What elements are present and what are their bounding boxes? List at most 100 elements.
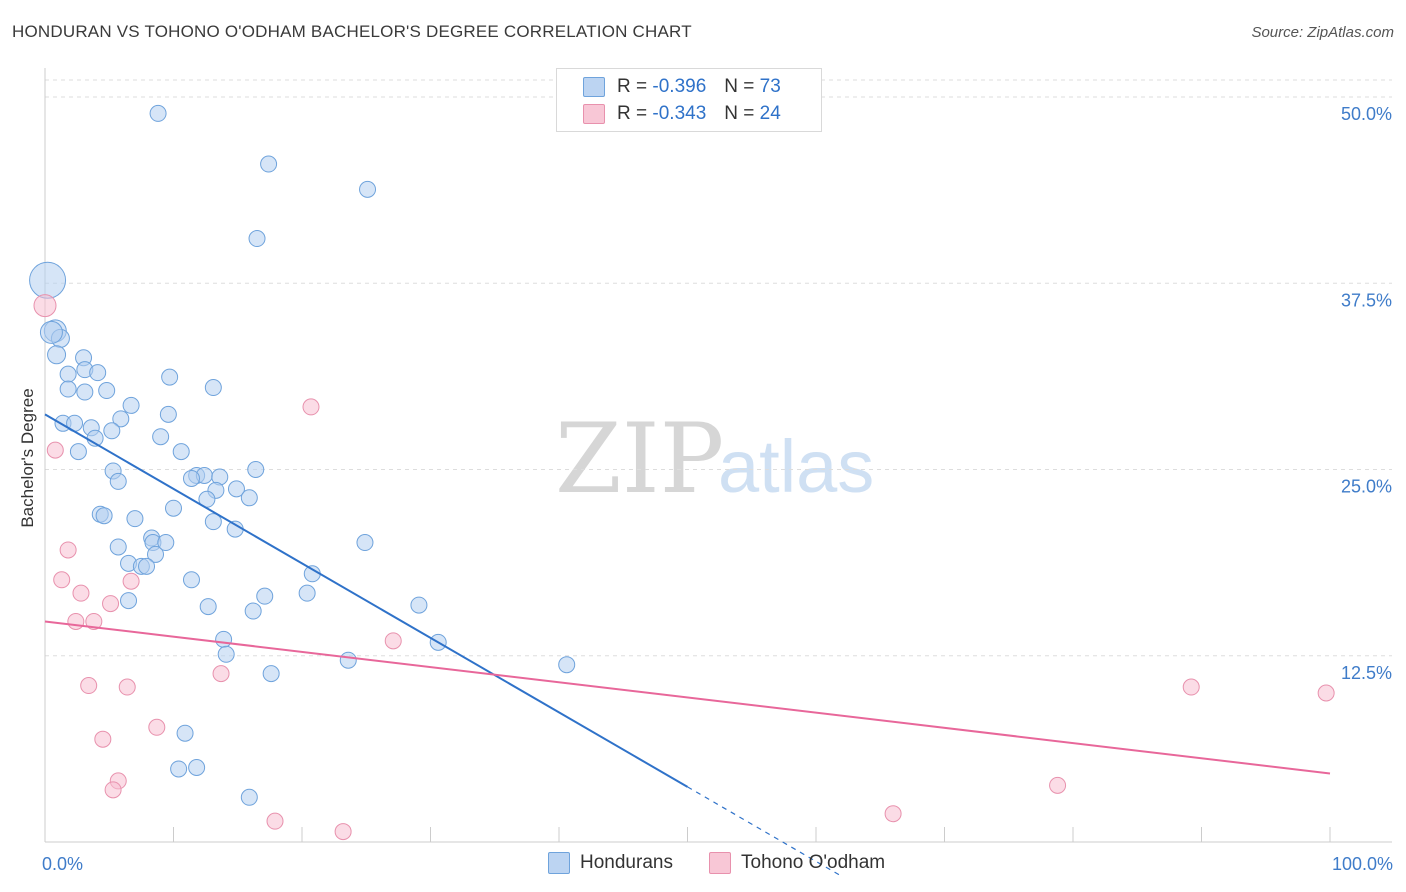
honduran-point — [59, 380, 77, 398]
honduran-point — [215, 630, 233, 648]
honduran-point — [98, 382, 116, 400]
r-value: -0.343 — [652, 103, 707, 124]
r-value: -0.396 — [652, 76, 707, 97]
tohono-point — [59, 541, 77, 559]
honduran-point — [103, 422, 121, 440]
honduran-point — [260, 155, 278, 173]
tohono-point — [104, 781, 122, 799]
honduran-point — [69, 443, 87, 461]
stats-legend-row-tohono: R = -0.343 N = 24 — [583, 102, 781, 126]
n-value: 73 — [759, 76, 781, 97]
honduran-point — [188, 759, 206, 776]
honduran-point — [120, 592, 138, 610]
honduran-point — [161, 368, 179, 386]
watermark-atlas: atlas — [718, 425, 874, 508]
tohono-point — [94, 730, 112, 748]
tohono-point — [85, 612, 103, 630]
tohono-point — [33, 294, 57, 318]
legend-item-hondurans[interactable]: Hondurans — [548, 852, 673, 874]
tohono-legend-label: Tohono O'odham — [741, 852, 886, 873]
hondurans-legend-label: Hondurans — [580, 852, 673, 873]
tohono-point — [1049, 776, 1067, 794]
y-tick-label: 37.5% — [1341, 290, 1392, 310]
tohono-point — [884, 805, 902, 823]
honduran-point — [204, 379, 222, 397]
honduran-point — [109, 472, 127, 490]
source-label: Source: ZipAtlas.com — [1251, 24, 1394, 41]
legend-item-tohono-oodham[interactable]: Tohono O'odham — [709, 852, 885, 874]
n-label: N = — [724, 103, 755, 124]
honduran-point — [39, 320, 63, 344]
watermark-zip: ZIP — [555, 403, 724, 515]
tohono-point — [334, 823, 352, 841]
tohono-point — [53, 571, 71, 589]
honduran-point — [248, 230, 266, 248]
tohono-point — [102, 595, 120, 613]
n-value: 24 — [759, 103, 781, 124]
honduran-point — [227, 480, 245, 498]
honduran-point — [47, 345, 67, 365]
tohono-point — [67, 612, 85, 630]
honduran-point — [298, 584, 316, 602]
chart-title: HONDURAN VS TOHONO O'ODHAM BACHELOR'S DE… — [12, 22, 692, 41]
r-label: R = — [617, 76, 648, 97]
honduran-point — [182, 571, 200, 589]
honduran-point — [356, 534, 374, 552]
tohono-point — [384, 632, 402, 650]
honduran-point — [157, 534, 175, 552]
honduran-point — [172, 443, 190, 461]
n-label: N = — [724, 76, 755, 97]
honduran-point — [95, 507, 113, 525]
honduran-trendline — [44, 413, 689, 788]
honduran-point — [59, 365, 77, 383]
y-tick-label: 50.0% — [1341, 104, 1392, 124]
honduran-point — [256, 587, 274, 605]
tohono-point — [1182, 678, 1200, 696]
honduran-point — [147, 545, 165, 563]
honduran-point — [247, 461, 265, 478]
honduran-point — [199, 598, 217, 616]
y-tick-label: 25.0% — [1341, 477, 1392, 497]
honduran-point — [240, 489, 258, 507]
tohono-point — [122, 572, 140, 590]
hondurans-swatch — [583, 77, 605, 97]
tohono-legend-swatch — [709, 852, 731, 874]
tohono-point — [80, 677, 98, 695]
honduran-point — [410, 596, 428, 614]
honduran-point — [76, 383, 94, 401]
honduran-point — [217, 645, 235, 663]
stats-legend-row-hondurans: R = -0.396 N = 73 — [583, 75, 781, 99]
honduran-point — [109, 538, 127, 556]
honduran-point — [112, 410, 130, 428]
honduran-point — [165, 499, 182, 517]
tohono-point — [46, 441, 64, 459]
honduran-point — [359, 180, 377, 198]
honduran-point — [126, 510, 144, 528]
honduran-point — [138, 557, 156, 575]
tohono-point — [302, 398, 320, 416]
tohono-trendline — [44, 620, 1331, 775]
tohono-point — [212, 665, 230, 683]
tohono-point — [72, 584, 90, 602]
honduran-point — [170, 760, 188, 778]
tohono-point — [118, 678, 136, 696]
honduran-point — [89, 364, 107, 382]
honduran-point — [29, 261, 67, 299]
y-axis-label: Bachelor's Degree — [18, 388, 37, 527]
x-tick-label: 100.0% — [1332, 854, 1393, 874]
tohono-point — [148, 718, 166, 736]
tohono-swatch — [583, 104, 605, 124]
x-tick-label: 0.0% — [42, 854, 83, 874]
honduran-point — [262, 665, 280, 683]
honduran-point — [122, 396, 140, 414]
r-label: R = — [617, 103, 648, 124]
honduran-point — [339, 651, 357, 669]
y-tick-label: 12.5% — [1341, 663, 1392, 683]
stats-legend: R = -0.396 N = 73 R = -0.343 N = 24 — [556, 68, 822, 132]
honduran-point — [152, 428, 170, 446]
honduran-point — [176, 724, 194, 742]
honduran-point — [182, 469, 200, 487]
honduran-point — [244, 602, 262, 620]
honduran-point — [204, 513, 222, 531]
